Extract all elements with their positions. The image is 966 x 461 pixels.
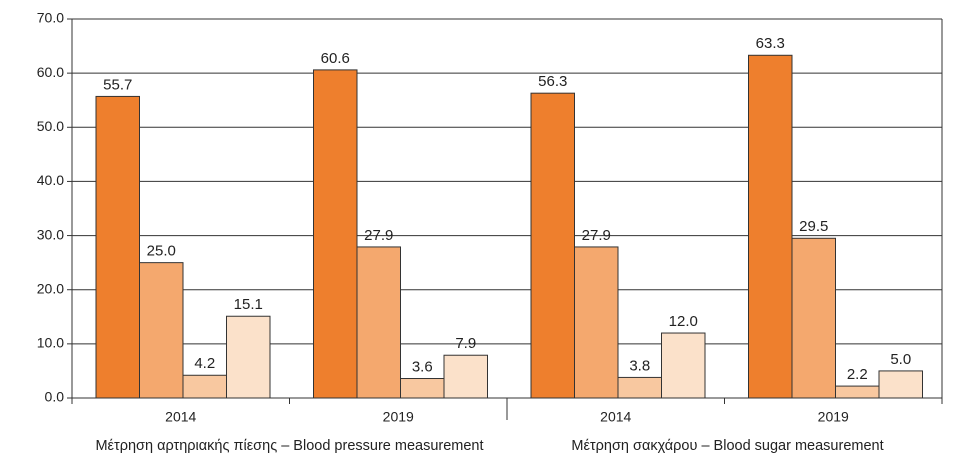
bar (617, 376, 662, 399)
value-label: 12.0 (669, 313, 698, 330)
y-tick-label: 20.0 (37, 280, 64, 296)
value-label: 3.8 (629, 357, 650, 374)
bar (139, 262, 184, 399)
y-tick-label: 0.0 (45, 389, 65, 405)
x-tick-label: 2019 (818, 409, 849, 425)
bar (748, 54, 793, 399)
value-label: 56.3 (538, 73, 567, 90)
value-label: 27.9 (582, 227, 611, 244)
bar (443, 354, 488, 399)
bar (226, 315, 271, 399)
y-tick-label: 50.0 (37, 118, 64, 134)
value-label: 4.2 (194, 355, 215, 372)
group-label: Μέτρηση σακχάρου – Blood sugar measureme… (571, 438, 883, 454)
y-tick-label: 10.0 (37, 335, 64, 351)
value-label: 29.5 (799, 218, 828, 235)
group-label: Μέτρηση αρτηριακής πίεσης – Blood pressu… (95, 438, 483, 454)
value-label: 60.6 (321, 50, 350, 67)
bar (661, 332, 706, 399)
bar (356, 246, 401, 399)
y-tick-label: 60.0 (37, 64, 64, 80)
value-label: 5.0 (890, 351, 911, 368)
value-label: 7.9 (455, 335, 476, 352)
bar (574, 246, 619, 399)
x-tick-label: 2014 (600, 409, 631, 425)
bar (791, 237, 836, 399)
bar (835, 385, 880, 399)
x-tick-label: 2014 (165, 409, 196, 425)
value-label: 2.2 (847, 366, 868, 383)
value-label: 27.9 (364, 227, 393, 244)
value-label: 55.7 (103, 76, 132, 93)
bar (530, 92, 575, 399)
value-label: 63.3 (756, 35, 785, 52)
y-tick-label: 70.0 (37, 10, 64, 26)
y-tick-label: 30.0 (37, 226, 64, 242)
x-tick-label: 2019 (383, 409, 414, 425)
value-label: 3.6 (412, 358, 433, 375)
value-label: 15.1 (234, 296, 263, 313)
y-tick-label: 40.0 (37, 172, 64, 188)
bar (182, 374, 227, 399)
bar (878, 370, 923, 399)
bar (313, 69, 358, 399)
value-label: 25.0 (147, 243, 176, 260)
bar (400, 378, 445, 399)
bar (95, 95, 140, 399)
